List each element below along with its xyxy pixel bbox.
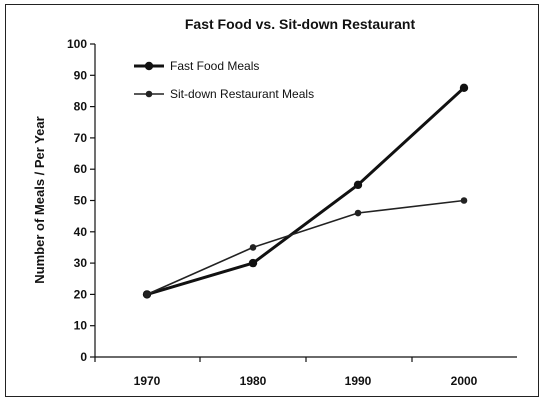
y-tick-label: 100	[67, 37, 87, 51]
legend-label-1: Sit-down Restaurant Meals	[170, 87, 314, 101]
data-point-1-2	[354, 209, 362, 217]
y-tick-label: 60	[74, 162, 88, 176]
series-line-0	[146, 86, 466, 296]
chart-title: Fast Food vs. Sit-down Restaurant	[185, 16, 416, 32]
data-point-0-3	[459, 83, 469, 93]
x-tick-label: 1970	[134, 374, 161, 388]
x-ticks: 1970 1980 1990 2000	[94, 357, 478, 388]
y-tick-label: 20	[74, 287, 88, 301]
data-point-0-2	[353, 180, 363, 190]
y-tick-label: 90	[74, 68, 88, 82]
y-tick-label: 30	[74, 256, 88, 270]
y-tick-label: 40	[74, 225, 88, 239]
y-ticks: 0 10 20 30 40 50 60 70 80 90 100	[67, 37, 95, 364]
legend-swatch-marker-0	[144, 61, 154, 71]
x-tick-label: 1980	[240, 374, 267, 388]
series-line-1	[146, 199, 465, 296]
data-point-0-1	[248, 258, 258, 268]
y-tick-label: 10	[74, 319, 88, 333]
legend-swatch-marker-1	[145, 90, 153, 98]
series-group	[142, 83, 469, 299]
y-tick-label: 80	[74, 100, 88, 114]
y-tick-label: 0	[80, 350, 87, 364]
data-point-1-3	[460, 197, 468, 204]
data-point-1-0	[143, 291, 151, 298]
y-tick-label: 50	[74, 194, 88, 208]
x-tick-label: 2000	[451, 374, 478, 388]
x-tick-label: 1990	[345, 374, 372, 388]
y-tick-label: 70	[74, 131, 88, 145]
y-axis-label: Number of Meals / Per Year	[32, 116, 47, 283]
legend-label-0: Fast Food Meals	[170, 59, 259, 73]
data-point-1-1	[249, 244, 257, 251]
legend: Fast Food Meals Sit-down Restaurant Meals	[134, 59, 314, 101]
